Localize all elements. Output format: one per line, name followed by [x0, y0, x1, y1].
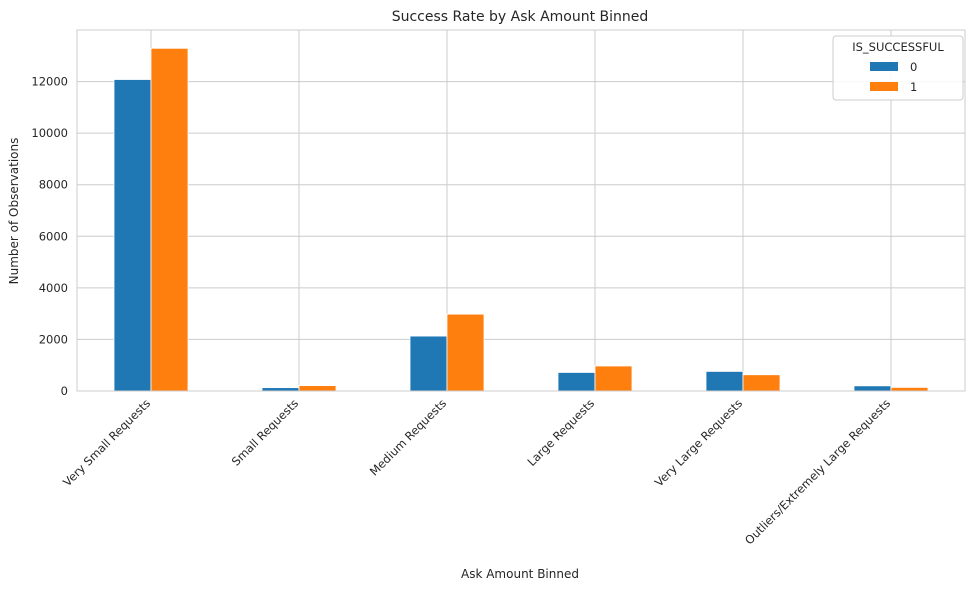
x-tick-label: Small Requests	[229, 396, 301, 468]
x-tick-label: Large Requests	[524, 396, 597, 469]
grid-lines	[77, 30, 965, 392]
y-tick-label: 0	[61, 384, 68, 398]
y-tick-label: 12000	[31, 75, 68, 89]
bars	[113, 47, 929, 392]
y-tick-label: 6000	[39, 229, 68, 243]
y-axis-label: Number of Observations	[7, 138, 21, 285]
x-axis-label: Ask Amount Binned	[461, 567, 579, 581]
bar-series-1	[742, 374, 781, 392]
legend: IS_SUCCESSFUL 0 1	[832, 35, 964, 101]
bar-series-0	[261, 387, 300, 392]
legend-label-series-1: 1	[910, 80, 917, 94]
y-tick-label: 8000	[39, 178, 68, 192]
bar-series-1	[890, 386, 929, 392]
chart-title: Success Rate by Ask Amount Binned	[392, 9, 649, 25]
y-tick-label: 10000	[31, 126, 68, 140]
bar-series-1	[298, 385, 337, 392]
y-tick-label: 4000	[39, 281, 68, 295]
bar-series-1	[594, 365, 633, 392]
bar-series-1	[150, 47, 189, 392]
x-tick-label: Very Large Requests	[652, 396, 745, 489]
bar-series-0	[409, 335, 448, 392]
y-tick-label: 2000	[39, 332, 68, 346]
bar-series-0	[113, 79, 152, 392]
legend-swatch-series-1	[870, 82, 898, 91]
x-tick-labels: Very Small Requests Small Requests Medium …	[60, 396, 893, 547]
bar-series-0	[853, 385, 892, 392]
legend-label-series-0: 0	[910, 60, 917, 74]
x-tick-label: Outliers/Extremely Large Requests	[742, 396, 893, 547]
plot-frame	[76, 29, 966, 392]
x-tick-label: Medium Requests	[367, 396, 449, 478]
legend-swatch-series-0	[870, 62, 898, 71]
bar-series-1	[446, 313, 485, 392]
bar-series-0	[557, 372, 596, 392]
x-tick-label: Very Small Requests	[60, 396, 153, 489]
bar-series-0	[705, 371, 744, 392]
legend-title: IS_SUCCESSFUL	[852, 40, 944, 54]
y-tick-labels: 0 2000 4000 6000 8000 10000 12000	[31, 75, 68, 398]
